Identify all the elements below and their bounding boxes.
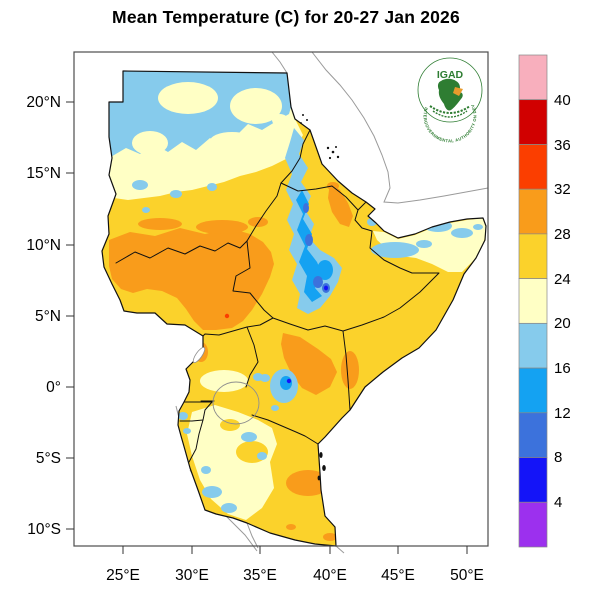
colorbar-segment — [518, 144, 548, 190]
y-tick-label: 10°N — [26, 237, 61, 254]
colorbar-label: 28 — [554, 226, 571, 243]
colorbar-label: 20 — [554, 315, 571, 332]
logo-horn-highlight — [453, 87, 463, 96]
y-tick-label: 5°N — [35, 308, 61, 325]
colorbar-segment — [518, 54, 548, 101]
logo-acronym: IGAD — [437, 69, 464, 81]
y-axis — [66, 101, 74, 530]
colorbar — [518, 54, 548, 548]
region-outline — [101, 70, 487, 547]
colorbar-label: 40 — [554, 92, 571, 109]
y-tick-label: 0° — [46, 379, 61, 396]
lake-albert — [192, 347, 206, 363]
y-tick-label: 15°N — [26, 165, 61, 182]
colorbar-segment — [518, 278, 548, 324]
x-tick-label: 25°E — [106, 567, 140, 584]
y-tick-label: 5°S — [36, 450, 61, 467]
colorbar-segment — [518, 188, 548, 235]
country-borders — [115, 129, 440, 463]
logo-wreath — [429, 105, 471, 114]
logo-wreath-inner — [432, 110, 468, 118]
colorbar-label: 4 — [554, 494, 562, 511]
colorbar-label: 16 — [554, 360, 571, 377]
islands — [300, 114, 340, 481]
colorbar-segment — [518, 367, 548, 414]
figure-title: Mean Temperature (C) for 20-27 Jan 2026 — [112, 7, 460, 27]
colorbar-segment — [518, 99, 548, 145]
colorbar-label: 12 — [554, 405, 571, 422]
x-tick-label: 35°E — [243, 567, 277, 584]
colorbar-label: 36 — [554, 137, 571, 154]
y-axis-labels: 20°N 15°N 10°N 5°N 0° 5°S 10°S — [26, 94, 61, 538]
lakes — [192, 347, 260, 425]
colorbar-segment — [518, 501, 548, 548]
x-tick-label: 30°E — [175, 567, 209, 584]
logo-africa-shape — [437, 78, 463, 111]
colorbar-label: 32 — [554, 181, 571, 198]
x-axis-labels: 25°E 30°E 35°E 40°E 45°E 50°E — [106, 567, 484, 584]
y-tick-label: 10°S — [27, 521, 61, 538]
colorbar-label: 24 — [554, 271, 571, 288]
x-tick-label: 40°E — [313, 567, 347, 584]
x-tick-label: 45°E — [381, 567, 415, 584]
plot-frame — [73, 51, 489, 547]
colorbar-segment — [518, 457, 548, 503]
colorbar-segment — [518, 412, 548, 458]
lake-victoria — [212, 381, 260, 425]
y-tick-label: 20°N — [26, 94, 61, 111]
colorbar-segment — [518, 323, 548, 369]
x-tick-label: 50°E — [450, 567, 484, 584]
colorbar-segment — [518, 233, 548, 279]
colorbar-labels: 40 36 32 28 24 20 16 12 8 4 — [554, 92, 571, 511]
colorbar-label: 8 — [554, 449, 562, 466]
x-axis — [122, 546, 468, 554]
